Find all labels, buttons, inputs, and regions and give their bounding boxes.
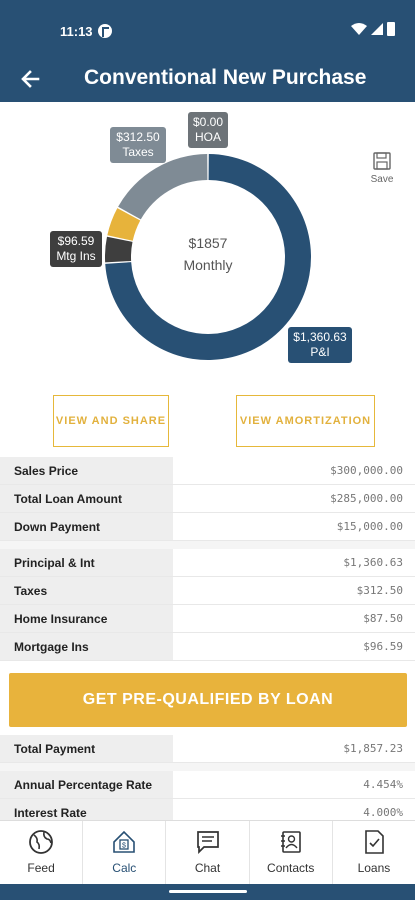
battery-icon: [387, 22, 395, 36]
page-title: Conventional New Purchase: [84, 66, 367, 89]
house-calculator-icon: $: [113, 830, 136, 853]
section-separator: [0, 763, 415, 771]
nav-calc[interactable]: $ Calc: [82, 821, 165, 884]
table-row: Sales Price $300,000.00: [0, 457, 415, 485]
pi-tag-name: P&I: [310, 345, 330, 359]
pi-tag-amount: $1,360.63: [293, 330, 347, 344]
bottom-nav: Feed $ Calc Chat Contacts Loans: [0, 820, 415, 884]
status-time: 11:13: [60, 24, 93, 39]
table-row: Home Insurance $87.50: [0, 605, 415, 633]
row-value: $1,360.63: [173, 549, 415, 576]
nav-chat[interactable]: Chat: [165, 821, 248, 884]
table-row: Total Payment $1,857.23: [0, 735, 415, 763]
row-label: Mortgage Ins: [0, 633, 173, 660]
row-value: $312.50: [173, 577, 415, 604]
table-row: Down Payment $15,000.00: [0, 513, 415, 541]
contacts-icon: [280, 831, 301, 853]
row-value: $15,000.00: [173, 513, 415, 540]
row-value: $300,000.00: [173, 457, 415, 484]
nav-loans[interactable]: Loans: [331, 821, 415, 884]
row-label: Home Insurance: [0, 605, 173, 632]
mtg-ins-tag-amount: $96.59: [57, 234, 95, 248]
totals-table: Total Payment $1,857.23 Annual Percentag…: [0, 735, 415, 827]
nav-label: Loans: [357, 861, 391, 875]
loan-summary-table: Sales Price $300,000.00 Total Loan Amoun…: [0, 457, 415, 661]
row-value: $1,857.23: [173, 735, 415, 762]
taxes-tag: $312.50 Taxes: [110, 127, 166, 163]
svg-text:$: $: [122, 843, 126, 850]
home-ins-segment: [107, 208, 141, 241]
row-value: $285,000.00: [173, 485, 415, 512]
hoa-tag-amount: $0.00: [193, 115, 224, 129]
row-value: $96.59: [173, 633, 415, 660]
section-separator: [0, 541, 415, 549]
table-row: Total Loan Amount $285,000.00: [0, 485, 415, 513]
table-row: Principal & Int $1,360.63: [0, 549, 415, 577]
chat-icon: [196, 831, 219, 855]
row-label: Sales Price: [0, 457, 173, 484]
globe-icon: [29, 830, 53, 854]
row-label: Taxes: [0, 577, 173, 604]
loan-document-icon: [365, 830, 384, 854]
app-notification-icon: [98, 24, 112, 38]
monthly-amount: $1857: [188, 235, 228, 251]
home-indicator[interactable]: [169, 890, 247, 893]
gesture-bar: [0, 884, 415, 900]
view-and-share-button[interactable]: VIEW AND SHARE: [53, 395, 169, 447]
taxes-tag-name: Taxes: [122, 145, 154, 159]
signal-icon: [371, 23, 383, 35]
nav-contacts[interactable]: Contacts: [248, 821, 332, 884]
nav-label: Feed: [27, 861, 55, 875]
nav-label: Contacts: [267, 861, 315, 875]
row-label: Total Payment: [0, 735, 173, 762]
taxes-segment: [118, 154, 208, 220]
donut-chart: [105, 154, 311, 360]
nav-label: Calc: [112, 861, 137, 875]
table-row: Taxes $312.50: [0, 577, 415, 605]
mtg-ins-segment: [105, 236, 133, 263]
mtg-ins-tag: $96.59 Mtg Ins: [50, 231, 102, 267]
status-icons: [351, 22, 395, 36]
save-label: Save: [370, 174, 394, 185]
payment-chart: $1857 Monthly $312.50 Taxes $0.00 HOA $9…: [0, 102, 415, 392]
view-amortization-button[interactable]: VIEW AMORTIZATION: [236, 395, 375, 447]
nav-feed[interactable]: Feed: [0, 821, 82, 884]
table-row: Annual Percentage Rate 4.454%: [0, 771, 415, 799]
mtg-ins-tag-name: Mtg Ins: [56, 249, 96, 263]
row-label: Down Payment: [0, 513, 173, 540]
pi-tag: $1,360.63 P&I: [288, 327, 352, 363]
monthly-label: Monthly: [183, 257, 233, 273]
taxes-tag-amount: $312.50: [116, 130, 160, 144]
status-bar: 11:13: [0, 0, 415, 56]
floppy-disk-icon: [373, 152, 391, 170]
row-value: $87.50: [173, 605, 415, 632]
hoa-tag: $0.00 HOA: [188, 112, 228, 148]
hoa-tag-name: HOA: [194, 130, 221, 144]
back-arrow-icon[interactable]: [18, 66, 44, 92]
row-label: Total Loan Amount: [0, 485, 173, 512]
row-label: Principal & Int: [0, 549, 173, 576]
wifi-icon: [351, 23, 367, 35]
table-row: Mortgage Ins $96.59: [0, 633, 415, 661]
app-header: Conventional New Purchase: [0, 56, 415, 102]
row-label: Annual Percentage Rate: [0, 771, 173, 798]
row-value: 4.454%: [173, 771, 415, 798]
save-button[interactable]: Save: [366, 152, 398, 185]
get-prequalified-button[interactable]: GET PRE-QUALIFIED BY LOAN: [9, 673, 407, 727]
nav-label: Chat: [194, 861, 221, 875]
